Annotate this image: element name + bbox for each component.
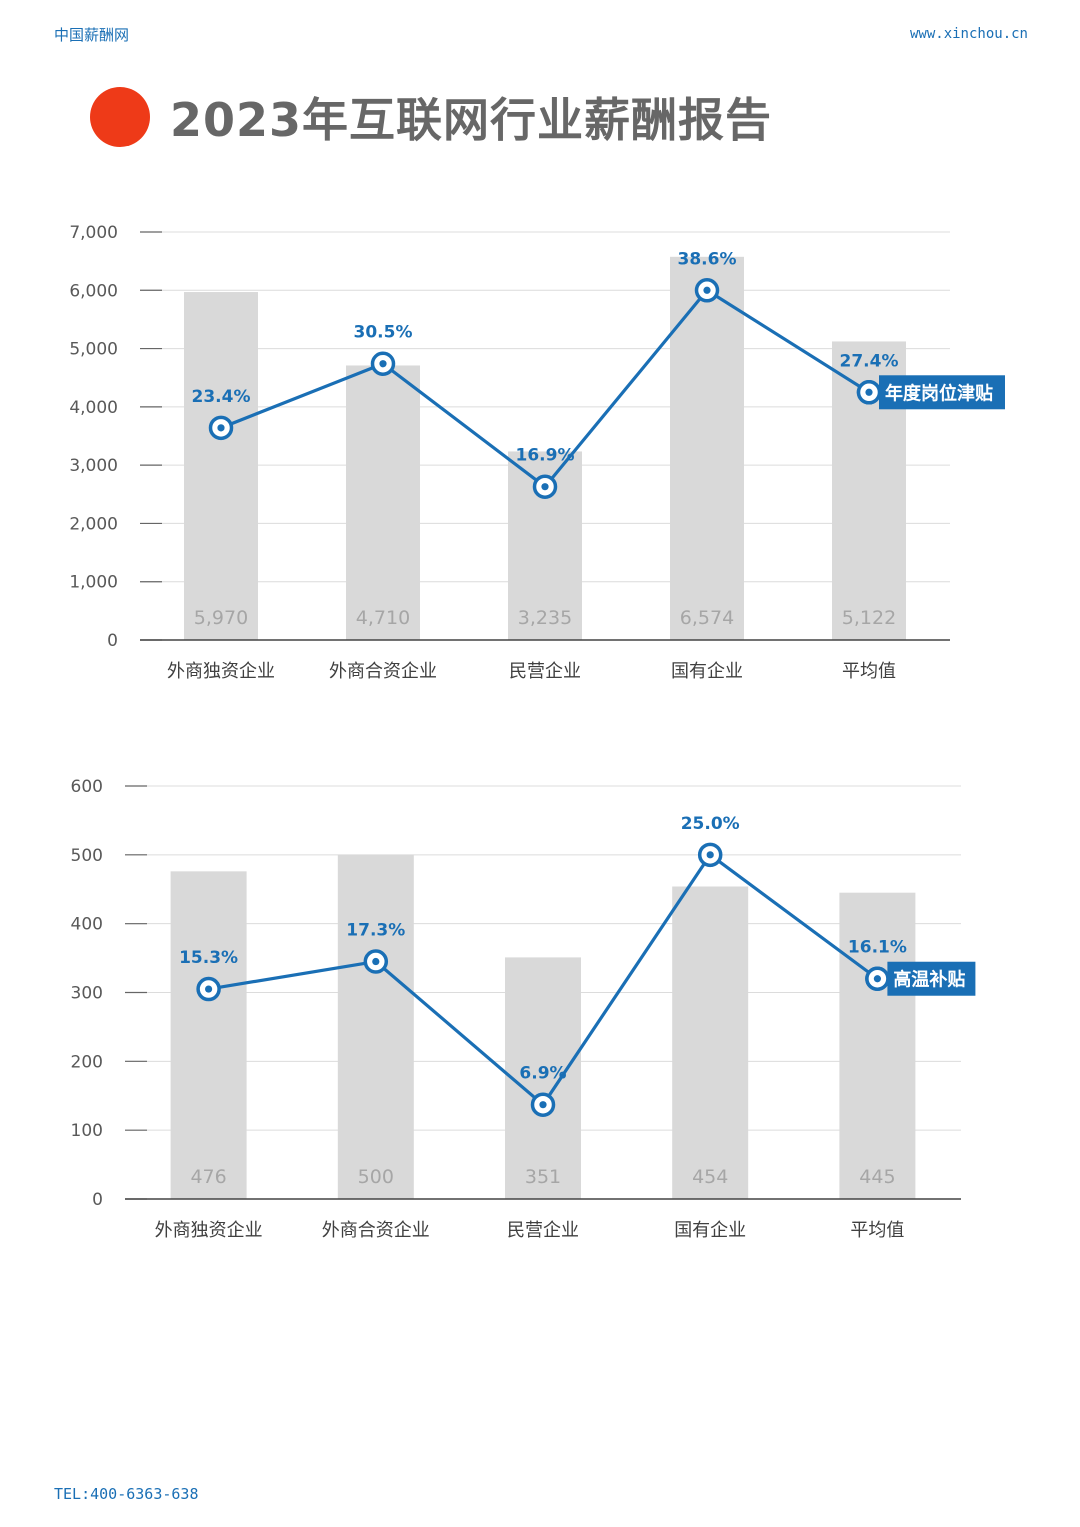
y-tick-label: 400 (71, 915, 103, 935)
y-tick-label: 4,000 (69, 398, 118, 418)
x-category-label: 民营企业 (507, 1220, 579, 1241)
bar-value-label: 351 (525, 1166, 561, 1188)
x-category-label: 外商独资企业 (167, 661, 275, 682)
x-category-label: 外商独资企业 (155, 1220, 263, 1241)
bar-value-label: 6,574 (680, 607, 734, 629)
line-point-center (706, 851, 714, 859)
bar-value-label: 5,970 (194, 607, 248, 629)
line-point-center (873, 975, 882, 983)
line-data-label: 27.4% (840, 351, 899, 371)
line-point-center (205, 985, 213, 993)
line-point-center (539, 1101, 547, 1109)
line-point-center (217, 424, 225, 432)
line-data-label: 6.9% (519, 1064, 566, 1084)
bar-value-label: 476 (190, 1166, 226, 1188)
series-label-box (879, 375, 1005, 410)
x-category-label: 国有企业 (671, 661, 743, 682)
bar-value-label: 4,710 (356, 607, 410, 629)
bar-value-label: 5,122 (842, 607, 896, 629)
y-tick-label: 300 (71, 984, 103, 1004)
x-category-label: 平均值 (842, 661, 896, 682)
y-tick-label: 500 (71, 846, 103, 866)
bar-value-label: 3,235 (518, 607, 572, 629)
line-data-label: 16.1% (848, 938, 907, 958)
chart-heat-subsidy: 0 100 200 300 400 500 600 476 500 351 454 445 外商独资企业… (71, 777, 976, 1241)
bar (839, 892, 916, 1199)
y-tick-label: 0 (107, 631, 118, 651)
y-tick-label: 5,000 (69, 340, 118, 360)
line-point-center (379, 360, 387, 368)
line-data-label: 17.3% (346, 921, 405, 941)
y-tick-label: 0 (92, 1190, 103, 1210)
title-dot-icon (90, 87, 150, 147)
bar-value-label: 454 (692, 1166, 728, 1188)
chart-annual-allowance: 0 1,000 2,000 3,000 4,000 5,000 6,000 7,000 5,97… (69, 223, 1005, 682)
bar-value-label: 445 (859, 1166, 895, 1188)
bar (346, 365, 420, 640)
y-tick-label: 100 (71, 1121, 103, 1141)
y-tick-label: 7,000 (69, 223, 118, 243)
x-category-label: 外商合资企业 (329, 661, 437, 682)
line-data-label: 23.4% (192, 387, 251, 407)
x-category-label: 民营企业 (509, 661, 581, 682)
bar (672, 886, 749, 1199)
line-point-center (865, 388, 873, 396)
line-point-center (703, 286, 711, 294)
bar-value-label: 500 (358, 1166, 394, 1188)
site-url[interactable]: www.xinchou.cn (909, 26, 1028, 42)
y-tick-label: 3,000 (69, 456, 118, 476)
line-data-label: 38.6% (678, 249, 737, 269)
line-data-label: 30.5% (354, 323, 413, 343)
y-tick-label: 1,000 (69, 573, 118, 593)
x-category-label: 外商合资企业 (322, 1220, 430, 1241)
bar (505, 957, 581, 1199)
page-title: 2023年互联网行业薪酬报告 (170, 93, 773, 147)
line-point-center (541, 483, 549, 491)
site-name: 中国薪酬网 (54, 26, 130, 44)
x-category-label: 国有企业 (674, 1220, 746, 1241)
line-data-label: 25.0% (681, 814, 740, 834)
bar (670, 256, 744, 640)
bar (170, 871, 247, 1199)
bar (337, 854, 414, 1199)
y-tick-label: 200 (71, 1052, 103, 1072)
x-category-label: 平均值 (850, 1220, 904, 1241)
y-tick-label: 600 (71, 777, 103, 797)
bar (184, 292, 258, 640)
line-data-label: 15.3% (179, 948, 238, 968)
y-tick-label: 6,000 (69, 281, 118, 301)
series-label-box (887, 961, 976, 996)
line-data-label: 16.9% (516, 446, 575, 466)
line-point-center (372, 957, 380, 966)
series-label: 年度岗位津贴 (885, 382, 993, 404)
y-tick-label: 2,000 (69, 514, 118, 534)
series-label: 高温补贴 (893, 969, 965, 991)
title-block: 2023年互联网行业薪酬报告 (90, 86, 772, 148)
footer-tel: TEL:400-6363-638 (54, 1485, 199, 1503)
